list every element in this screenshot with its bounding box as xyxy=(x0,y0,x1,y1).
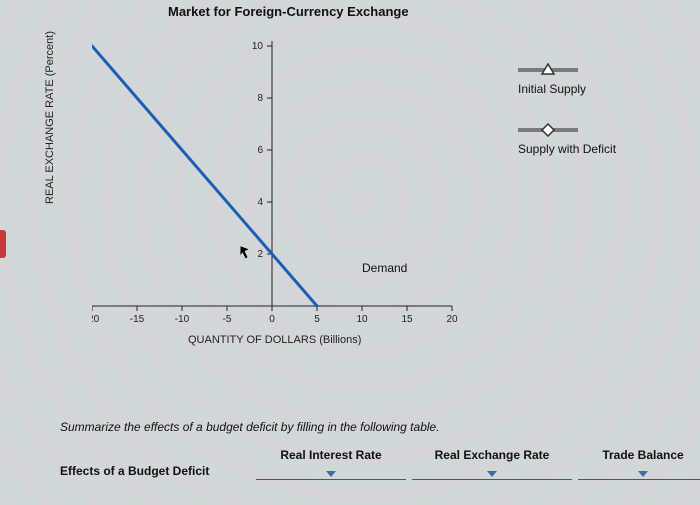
chevron-down-icon xyxy=(487,471,497,477)
chart-legend: Initial Supply Supply with Deficit xyxy=(518,64,668,184)
chevron-down-icon xyxy=(326,471,336,477)
svg-text:2: 2 xyxy=(257,249,263,260)
svg-text:Demand: Demand xyxy=(362,261,407,275)
chart-title: Market for Foreign-Currency Exchange xyxy=(168,4,409,19)
svg-text:-10: -10 xyxy=(175,314,190,325)
legend-item-supply-deficit[interactable]: Supply with Deficit xyxy=(518,124,668,156)
svg-text:10: 10 xyxy=(252,41,264,52)
col-header-real-interest: Real Interest Rate xyxy=(256,448,406,462)
svg-text:8: 8 xyxy=(257,93,263,104)
svg-text:10: 10 xyxy=(356,314,368,325)
effects-table: Real Interest Rate Real Exchange Rate Tr… xyxy=(60,448,680,480)
chevron-down-icon xyxy=(638,471,648,477)
summary-instruction: Summarize the effects of a budget defici… xyxy=(60,420,680,434)
svg-text:-5: -5 xyxy=(223,314,232,325)
legend-label: Initial Supply xyxy=(518,82,586,96)
svg-text:20: 20 xyxy=(446,314,458,325)
chart-container: Market for Foreign-Currency Exchange REA… xyxy=(38,4,678,364)
bookmark-tab xyxy=(0,230,6,258)
dropdown-trade-balance[interactable] xyxy=(578,462,700,480)
svg-text:6: 6 xyxy=(257,145,263,156)
svg-text:5: 5 xyxy=(314,314,320,325)
legend-item-initial-supply[interactable]: Initial Supply xyxy=(518,64,668,96)
row-label-effects: Effects of a Budget Deficit xyxy=(60,464,250,478)
col-header-real-exchange: Real Exchange Rate xyxy=(412,448,572,462)
legend-label: Supply with Deficit xyxy=(518,142,616,156)
legend-marker xyxy=(518,64,578,76)
svg-text:4: 4 xyxy=(257,197,263,208)
svg-text:-20: -20 xyxy=(92,314,100,325)
x-axis-label: QUANTITY OF DOLLARS (Billions) xyxy=(188,334,361,346)
col-header-trade-balance: Trade Balance xyxy=(578,448,700,462)
svg-text:15: 15 xyxy=(401,314,413,325)
dropdown-real-interest[interactable] xyxy=(256,462,406,480)
summary-section: Summarize the effects of a budget defici… xyxy=(60,420,680,480)
svg-text:0: 0 xyxy=(269,314,275,325)
svg-text:-15: -15 xyxy=(130,314,145,325)
y-axis-label: REAL EXCHANGE RATE (Percent) xyxy=(44,31,56,204)
legend-marker xyxy=(518,124,578,136)
chart-plot: -20 -15 -10 -5 0 5 10 15 20 2 4 6 8 10 Demand xyxy=(92,26,492,326)
dropdown-real-exchange[interactable] xyxy=(412,462,572,480)
